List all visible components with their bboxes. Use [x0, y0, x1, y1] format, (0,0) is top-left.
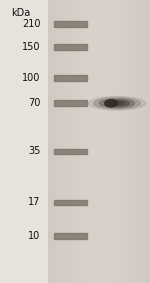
- Bar: [54, 100, 87, 106]
- Text: 150: 150: [22, 42, 40, 52]
- Bar: [54, 75, 87, 81]
- Bar: [54, 233, 87, 239]
- Text: 10: 10: [28, 231, 40, 241]
- Ellipse shape: [104, 100, 130, 106]
- Bar: [54, 44, 87, 50]
- Text: 35: 35: [28, 146, 40, 156]
- Bar: [54, 149, 87, 154]
- Bar: [54, 200, 87, 205]
- Ellipse shape: [112, 102, 122, 104]
- Text: 100: 100: [22, 73, 40, 83]
- Text: 210: 210: [22, 19, 40, 29]
- Ellipse shape: [99, 99, 135, 108]
- Ellipse shape: [105, 100, 117, 107]
- Text: 17: 17: [28, 197, 40, 207]
- Ellipse shape: [94, 98, 140, 109]
- Bar: [54, 21, 87, 27]
- Ellipse shape: [88, 97, 146, 110]
- Text: 70: 70: [28, 98, 40, 108]
- Text: kDa: kDa: [11, 8, 31, 18]
- Ellipse shape: [109, 101, 125, 105]
